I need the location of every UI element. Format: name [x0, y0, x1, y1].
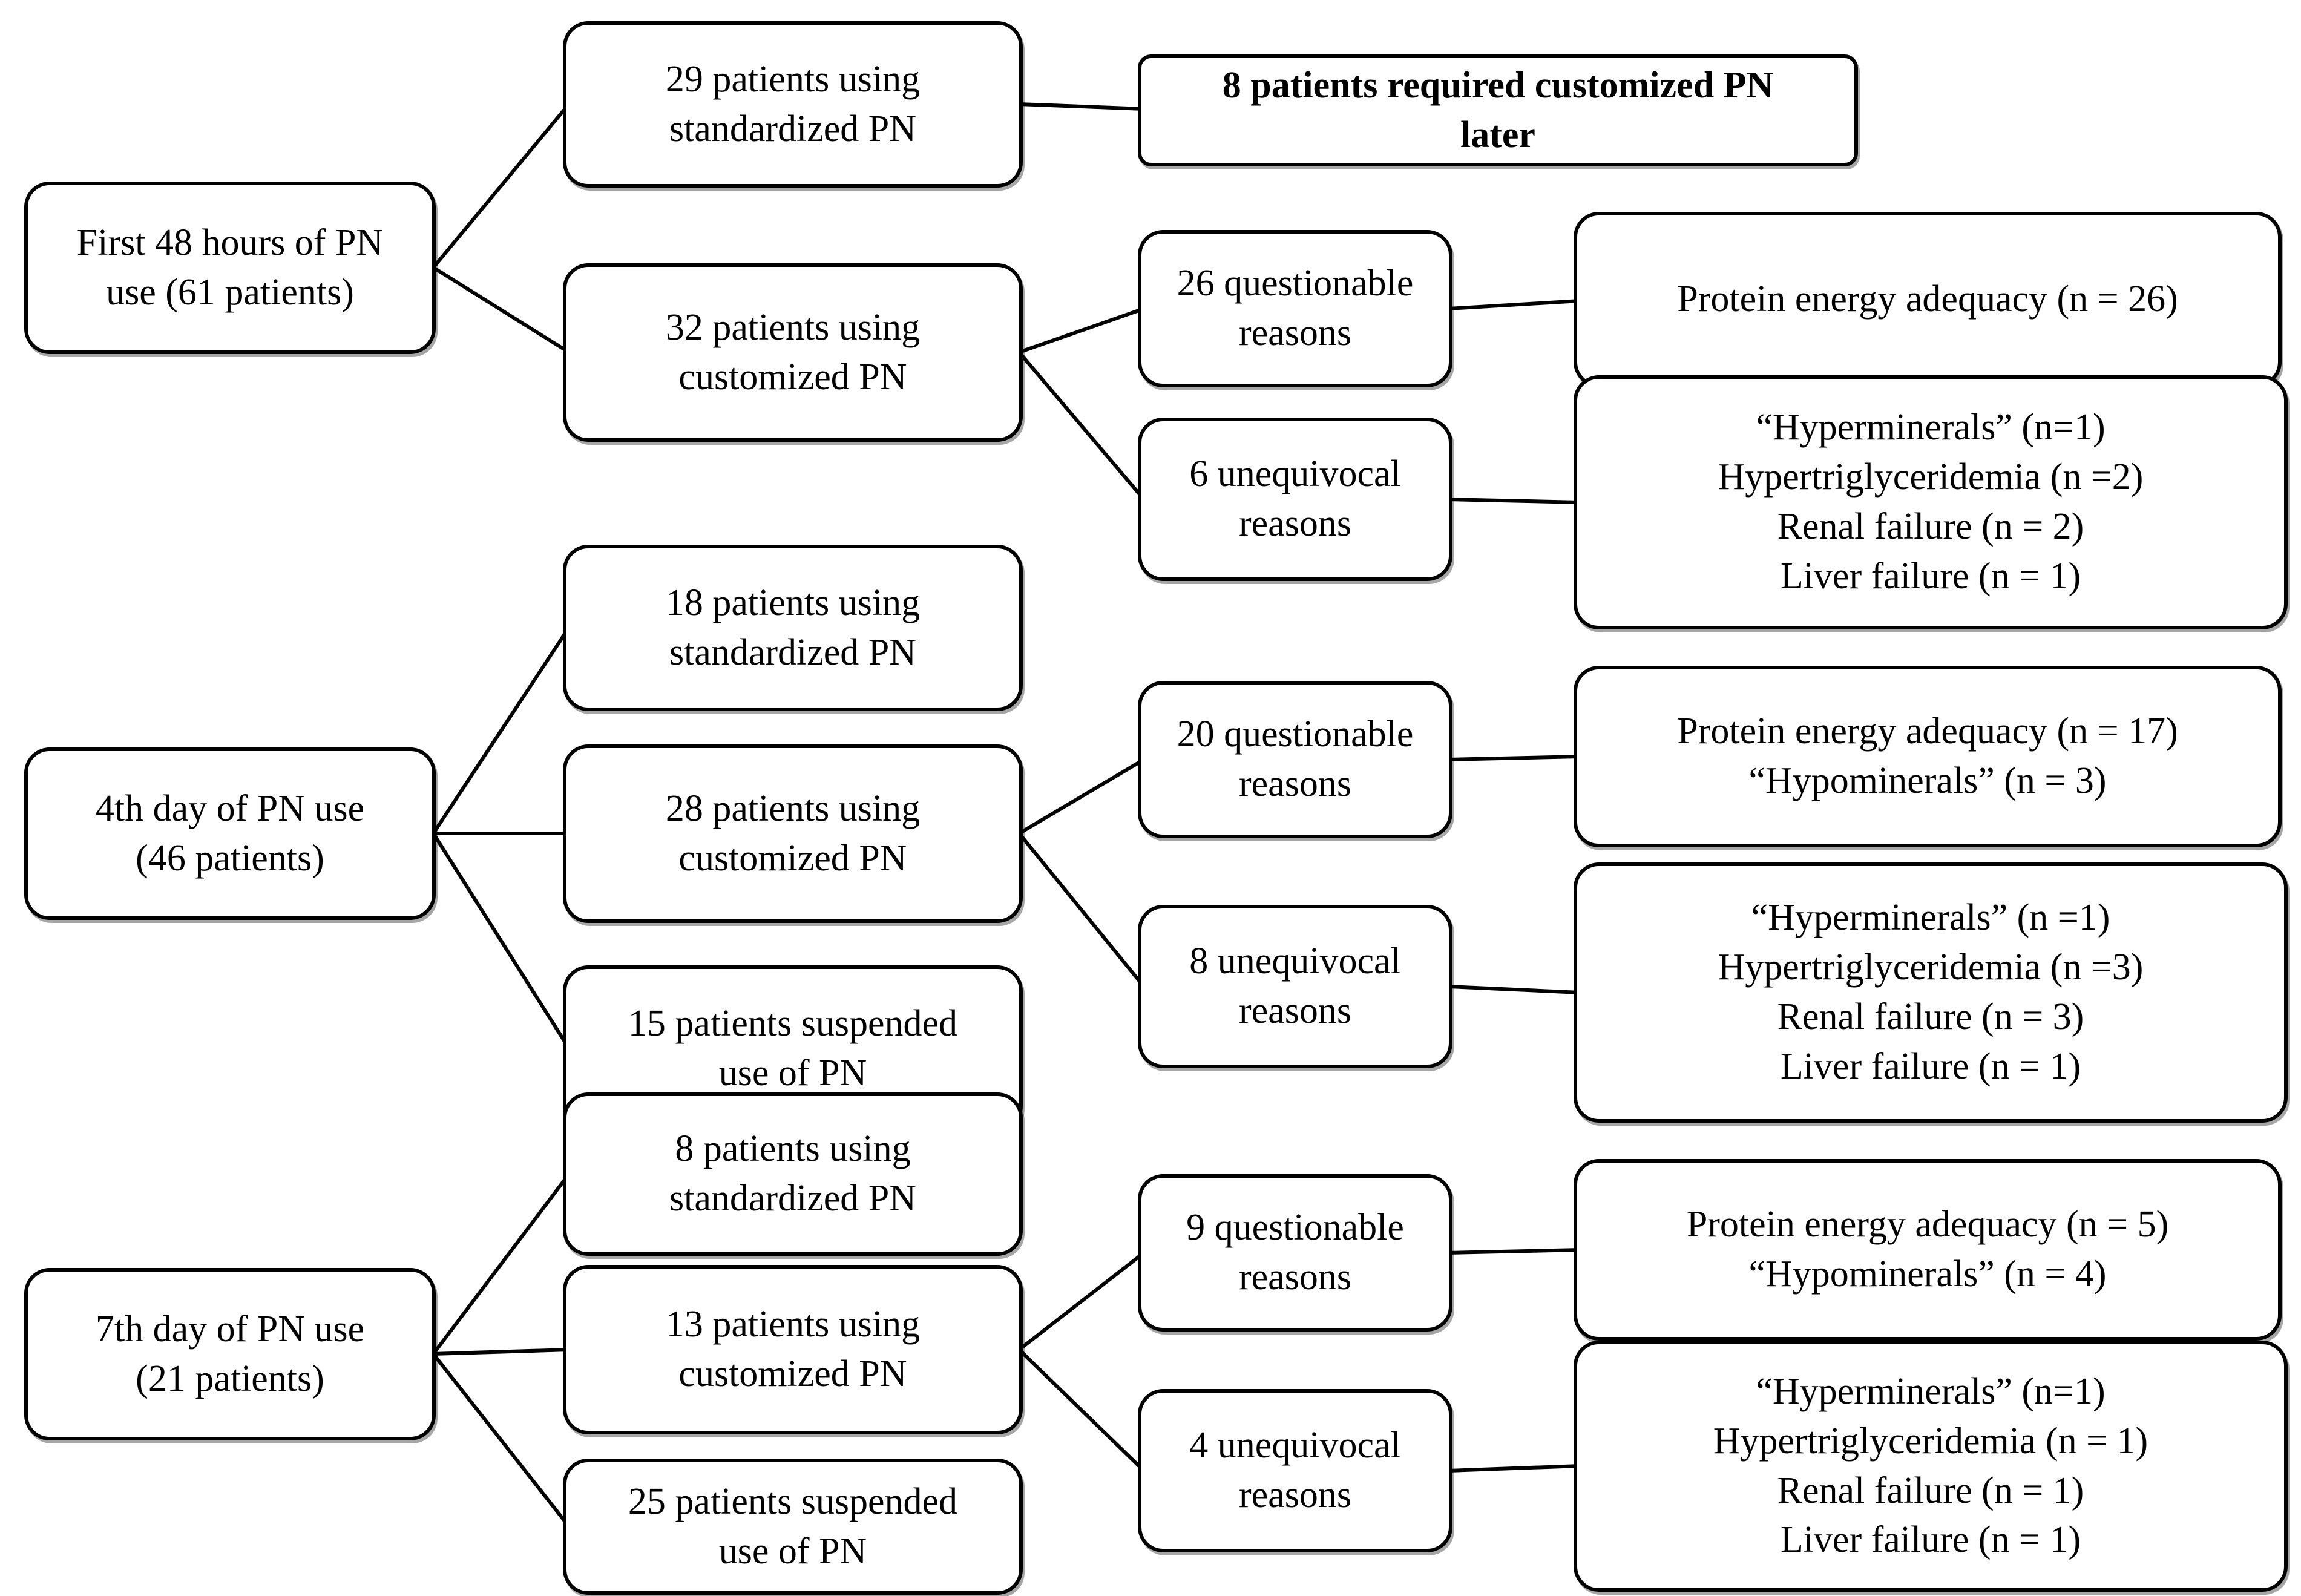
node-28-customized-pn-label: 28 patients using customized PN — [665, 787, 921, 879]
edge-n32-q26 — [1019, 307, 1144, 354]
node-20-questionable-reasons: 20 questionable reasons — [1138, 681, 1452, 838]
node-32-customized-pn-label: 32 patients using customized PN — [665, 306, 921, 398]
edge-n13-q9 — [1018, 1251, 1145, 1351]
node-15-suspended-pn-label: 15 patients suspended use of PN — [628, 1002, 958, 1094]
edge-u6-d1 — [1448, 498, 1580, 504]
node-32-customized-pn: 32 patients using customized PN — [563, 263, 1023, 442]
edge-stage3-n8s — [432, 1173, 571, 1355]
node-detail-unequivocal-48h: “Hyperminerals” (n=1) Hypertriglyceridem… — [1574, 375, 2288, 629]
node-13-customized-pn-label: 13 patients using customized PN — [665, 1304, 921, 1394]
node-26-questionable-reasons: 26 questionable reasons — [1138, 230, 1452, 387]
node-18-standardized-pn-label: 18 patients using standardized PN — [665, 582, 921, 673]
edge-stage2-n18 — [432, 626, 571, 835]
node-20-questionable-reasons-label: 20 questionable reasons — [1177, 714, 1414, 804]
node-8-required-customized-later: 8 patients required customized PN later — [1138, 54, 1858, 166]
edge-q9-pe5 — [1448, 1248, 1580, 1255]
edge-u8-d2 — [1448, 985, 1580, 994]
edge-n32-u6 — [1017, 351, 1146, 501]
node-detail-unequivocal-day7: “Hyperminerals” (n=1) Hypertriglyceridem… — [1574, 1341, 2288, 1592]
edge-n13-u4 — [1017, 1348, 1146, 1473]
edge-n28-q20 — [1018, 758, 1145, 835]
edge-n29-n8later — [1019, 102, 1144, 111]
node-26-questionable-reasons-label: 26 questionable reasons — [1177, 263, 1414, 353]
node-detail-unequivocal-day7-label: “Hyperminerals” (n=1) Hypertriglyceridem… — [1713, 1370, 2148, 1561]
node-25-suspended-pn-label: 25 patients suspended use of PN — [628, 1480, 958, 1572]
node-18-standardized-pn: 18 patients using standardized PN — [563, 545, 1023, 711]
node-28-customized-pn: 28 patients using customized PN — [563, 744, 1023, 923]
node-9-questionable-reasons-label: 9 questionable reasons — [1186, 1207, 1404, 1298]
stage-box-7th-day-label: 7th day of PN use (21 patients) — [95, 1308, 365, 1399]
node-29-standardized-pn-label: 29 patients using standardized PN — [665, 58, 921, 149]
node-6-unequivocal-reasons-label: 6 unequivocal reasons — [1189, 453, 1401, 544]
stage-box-7th-day: 7th day of PN use (21 patients) — [24, 1268, 436, 1440]
node-detail-unequivocal-day4-label: “Hyperminerals” (n =1) Hypertriglyceride… — [1718, 897, 2144, 1087]
node-detail-unequivocal-day4: “Hyperminerals” (n =1) Hypertriglyceride… — [1574, 862, 2288, 1123]
node-4-unequivocal-reasons-label: 4 unequivocal reasons — [1189, 1425, 1401, 1516]
node-8-standardized-pn-label: 8 patients using standardized PN — [669, 1128, 917, 1219]
node-8-required-customized-later-label: 8 patients required customized PN later — [1222, 64, 1774, 156]
node-detail-questionable-day7: Protein energy adequacy (n = 5) “Hypomin… — [1574, 1159, 2282, 1341]
edge-stage2-n15 — [432, 832, 571, 1049]
edge-stage1-n29 — [432, 103, 571, 269]
node-detail-questionable-48h: Protein energy adequacy (n = 26) — [1574, 212, 2282, 387]
node-8-standardized-pn: 8 patients using standardized PN — [563, 1092, 1023, 1256]
node-9-questionable-reasons: 9 questionable reasons — [1138, 1174, 1452, 1332]
node-detail-questionable-day7-label: Protein energy adequacy (n = 5) “Hypomin… — [1686, 1204, 2169, 1295]
edge-q20-pe17 — [1448, 755, 1580, 761]
node-25-suspended-pn: 25 patients suspended use of PN — [563, 1459, 1023, 1595]
node-29-standardized-pn: 29 patients using standardized PN — [563, 21, 1023, 188]
node-8-unequivocal-reasons-label: 8 unequivocal reasons — [1189, 941, 1401, 1031]
node-8-unequivocal-reasons: 8 unequivocal reasons — [1138, 905, 1452, 1068]
edge-stage3-n13 — [433, 1348, 570, 1356]
node-6-unequivocal-reasons: 6 unequivocal reasons — [1138, 418, 1452, 581]
stage-box-4th-day-label: 4th day of PN use (46 patients) — [95, 787, 365, 879]
edge-stage3-n25 — [432, 1353, 571, 1528]
edge-n28-u8 — [1017, 832, 1146, 988]
node-13-customized-pn: 13 patients using customized PN — [563, 1265, 1023, 1434]
stage-box-first-48-hours: First 48 hours of PN use (61 patients) — [24, 182, 436, 354]
stage-box-4th-day: 4th day of PN use (46 patients) — [24, 747, 436, 920]
stage-box-first-48-hours-label: First 48 hours of PN use (61 patients) — [76, 222, 384, 313]
node-detail-questionable-day4: Protein energy adequacy (n = 17) “Hypomi… — [1574, 666, 2282, 847]
node-detail-unequivocal-48h-label: “Hyperminerals” (n=1) Hypertriglyceridem… — [1718, 407, 2144, 597]
edge-stage1-n32 — [432, 266, 570, 354]
edge-u4-d3 — [1448, 1464, 1580, 1473]
node-detail-questionable-day4-label: Protein energy adequacy (n = 17) “Hypomi… — [1677, 711, 2178, 801]
node-detail-questionable-48h-label: Protein energy adequacy (n = 26) — [1677, 278, 2178, 320]
edge-q26-pe26 — [1448, 299, 1580, 310]
node-4-unequivocal-reasons: 4 unequivocal reasons — [1138, 1389, 1452, 1552]
